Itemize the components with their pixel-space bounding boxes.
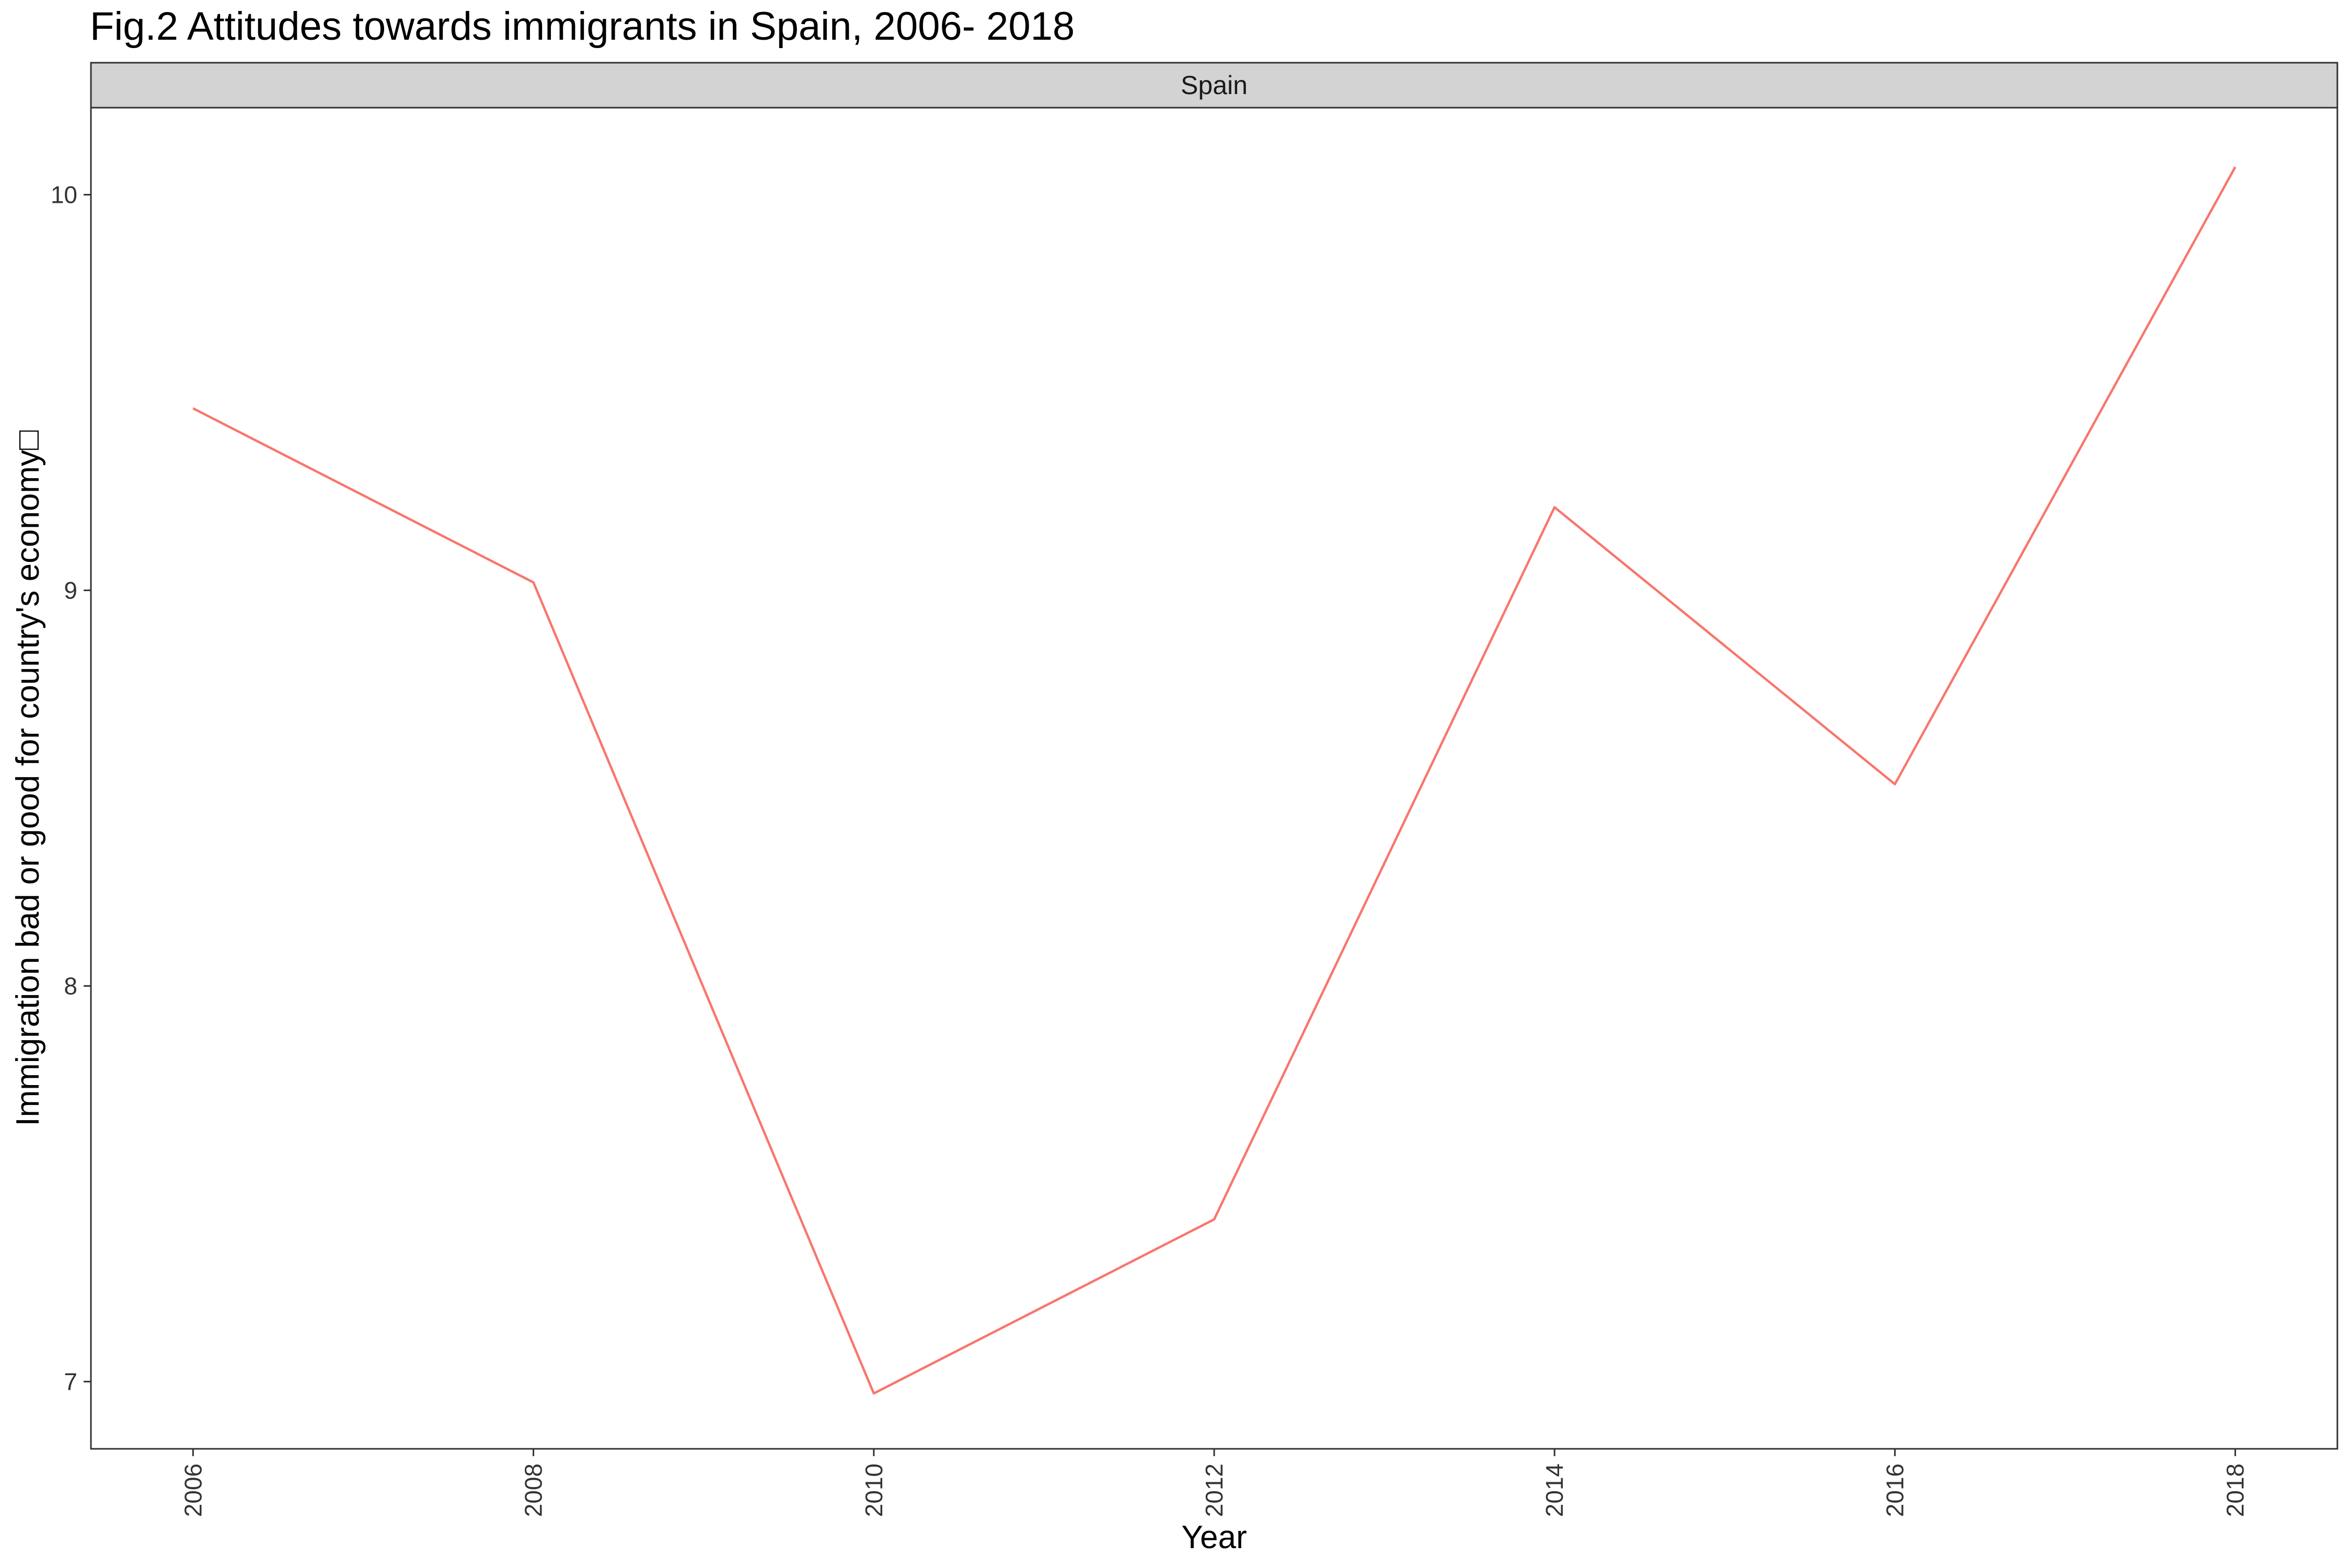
- y-tick-label: 9: [64, 577, 77, 604]
- y-tick-label: 10: [51, 181, 77, 209]
- facet-strip-label: Spain: [1181, 71, 1248, 100]
- x-tick-label: 2008: [520, 1463, 547, 1517]
- x-tick-label: 2010: [860, 1463, 887, 1517]
- x-axis-title: Year: [1181, 1519, 1247, 1555]
- y-tick-label: 7: [64, 1368, 77, 1395]
- facet-strip: [90, 62, 2338, 109]
- x-tick-label: 2006: [179, 1463, 206, 1517]
- x-tick-label: 2018: [2222, 1463, 2249, 1517]
- series-line: [192, 166, 2236, 1395]
- x-tick-label: 2012: [1201, 1463, 1228, 1517]
- y-axis: 7 8 9 10: [51, 181, 91, 1395]
- series-layer: [192, 166, 2236, 1395]
- x-tick-label: 2016: [1881, 1463, 1908, 1517]
- y-axis-title: Immigration bad or good for country's ec…: [10, 430, 46, 1126]
- plot-panel: [90, 107, 2338, 1450]
- x-tick-label: 2014: [1541, 1463, 1568, 1517]
- y-tick-label: 8: [64, 972, 77, 999]
- chart-title: Fig.2 Attitudes towards immigrants in Sp…: [90, 4, 1075, 49]
- x-axis: 2006 2008 2010 2012 2014 2016 2018: [179, 1449, 2249, 1517]
